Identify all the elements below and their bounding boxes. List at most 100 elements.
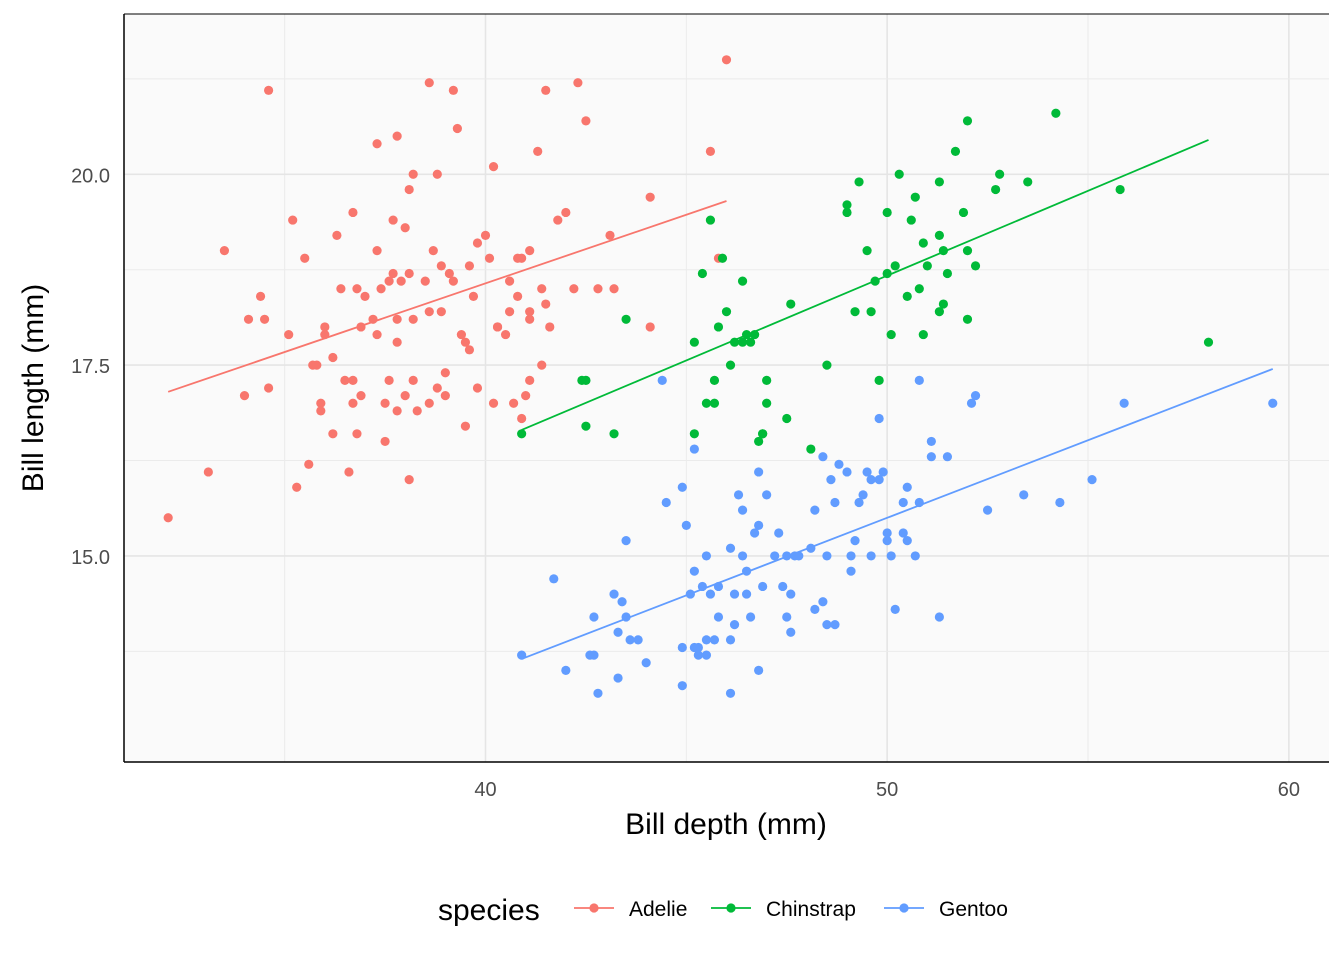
point-adelie xyxy=(356,391,366,401)
point-adelie xyxy=(332,230,342,240)
point-adelie xyxy=(356,322,366,332)
point-gentoo xyxy=(693,650,703,660)
point-adelie xyxy=(336,284,346,294)
point-gentoo xyxy=(689,444,699,454)
point-adelie xyxy=(404,268,414,279)
point-chinstrap xyxy=(991,184,1001,195)
point-adelie xyxy=(553,215,563,225)
point-chinstrap xyxy=(729,337,740,347)
point-chinstrap xyxy=(942,268,953,279)
point-adelie xyxy=(517,253,527,263)
point-gentoo xyxy=(561,665,571,676)
point-adelie xyxy=(348,207,358,218)
point-chinstrap xyxy=(701,398,712,408)
point-gentoo xyxy=(754,467,764,477)
point-adelie xyxy=(537,284,547,294)
point-adelie xyxy=(392,131,402,141)
point-gentoo xyxy=(741,566,752,576)
point-gentoo xyxy=(713,581,724,592)
point-chinstrap xyxy=(1203,337,1214,347)
point-adelie xyxy=(239,391,250,401)
point-adelie xyxy=(163,513,173,523)
point-adelie xyxy=(488,162,499,172)
point-adelie xyxy=(460,421,471,431)
point-adelie xyxy=(645,322,655,332)
point-gentoo xyxy=(701,551,712,561)
point-chinstrap xyxy=(717,253,728,263)
point-gentoo xyxy=(778,581,788,592)
point-adelie xyxy=(448,276,458,286)
point-adelie xyxy=(376,284,386,294)
point-gentoo xyxy=(737,551,748,561)
point-gentoo xyxy=(926,436,936,447)
point-adelie xyxy=(380,398,390,408)
y-tick-label: 15.0 xyxy=(71,547,110,569)
point-gentoo xyxy=(794,551,804,561)
point-chinstrap xyxy=(886,329,896,340)
point-gentoo xyxy=(874,413,884,424)
point-chinstrap xyxy=(758,429,768,439)
point-gentoo xyxy=(617,597,627,607)
point-chinstrap xyxy=(609,429,619,439)
point-adelie xyxy=(344,467,354,477)
point-chinstrap xyxy=(741,329,752,340)
point-adelie xyxy=(573,78,583,88)
point-gentoo xyxy=(886,551,896,561)
x-axis-title: Bill depth (mm) xyxy=(625,808,827,841)
point-chinstrap xyxy=(786,299,796,309)
point-chinstrap xyxy=(854,177,864,187)
point-gentoo xyxy=(850,536,860,546)
point-adelie xyxy=(292,482,302,492)
point-gentoo xyxy=(725,635,736,645)
legend-item-gentoo: Gentoo xyxy=(884,898,1008,921)
point-gentoo xyxy=(846,551,856,561)
point-chinstrap xyxy=(721,307,732,317)
point-chinstrap xyxy=(938,299,949,309)
point-adelie xyxy=(440,391,450,401)
point-gentoo xyxy=(966,398,977,408)
point-adelie xyxy=(468,291,479,302)
point-gentoo xyxy=(689,566,699,576)
point-chinstrap xyxy=(894,169,904,179)
point-gentoo xyxy=(677,681,687,691)
point-gentoo xyxy=(762,490,772,500)
point-gentoo xyxy=(902,482,912,492)
point-adelie xyxy=(460,337,471,347)
point-adelie xyxy=(436,307,446,317)
point-chinstrap xyxy=(874,375,884,385)
point-gentoo xyxy=(818,452,828,462)
point-adelie xyxy=(440,368,450,378)
point-gentoo xyxy=(625,635,635,645)
point-adelie xyxy=(432,169,442,179)
point-gentoo xyxy=(681,520,691,530)
point-adelie xyxy=(372,246,382,256)
point-chinstrap xyxy=(822,360,832,370)
point-adelie xyxy=(304,459,314,469)
point-adelie xyxy=(392,314,402,324)
tick-labels: 40 50 60 15.0 17.5 20.0 xyxy=(71,165,1300,801)
point-chinstrap xyxy=(866,307,876,317)
point-chinstrap xyxy=(910,192,920,202)
point-gentoo xyxy=(898,497,908,508)
point-gentoo xyxy=(737,505,748,515)
point-adelie xyxy=(721,55,732,65)
point-gentoo xyxy=(1055,497,1065,508)
point-adelie xyxy=(259,314,270,324)
point-chinstrap xyxy=(689,429,699,439)
point-adelie xyxy=(525,246,535,256)
point-adelie xyxy=(348,398,358,408)
point-gentoo xyxy=(677,642,687,653)
point-gentoo xyxy=(890,604,900,614)
point-gentoo xyxy=(697,581,708,592)
point-gentoo xyxy=(754,520,764,530)
point-gentoo xyxy=(705,589,716,599)
point-gentoo xyxy=(982,505,993,515)
point-adelie xyxy=(605,230,615,240)
point-adelie xyxy=(388,268,398,279)
point-gentoo xyxy=(750,528,760,538)
point-gentoo xyxy=(926,452,936,462)
point-gentoo xyxy=(822,551,832,561)
point-chinstrap xyxy=(1115,184,1125,195)
point-gentoo xyxy=(741,589,752,599)
point-adelie xyxy=(472,383,483,393)
